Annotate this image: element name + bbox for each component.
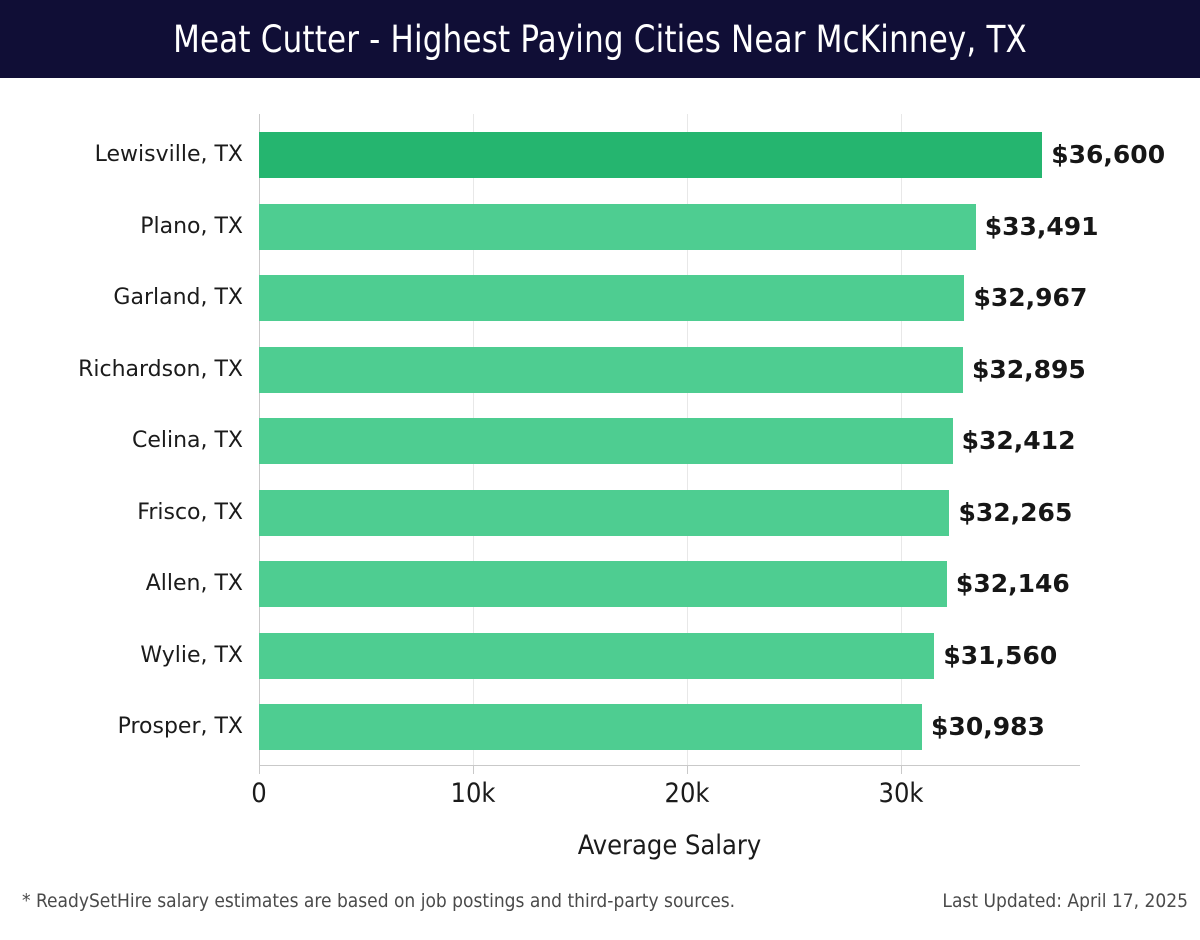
category-label: Garland, TX xyxy=(113,285,243,310)
bar-value-label: $36,600 xyxy=(1051,140,1166,169)
x-tick-label: 20k xyxy=(664,778,710,809)
category-label: Allen, TX xyxy=(145,571,243,596)
bar-row: Frisco, TX $32,265 xyxy=(0,489,1200,536)
x-axis-title: Average Salary xyxy=(577,830,762,861)
bar[interactable] xyxy=(259,418,953,464)
bar-row: Lewisville, TX $36,600 xyxy=(0,132,1200,178)
category-label: Plano, TX xyxy=(140,213,243,239)
bar-rows: Lewisville, TX $36,600 Plano, TX $33,491 Gar… xyxy=(0,78,1200,940)
category-label: Wylie, TX xyxy=(140,642,243,668)
category-label: Lewisville, TX xyxy=(94,142,243,167)
x-tick-label: 0 xyxy=(251,778,267,809)
bar-row: Richardson, TX $32,895 xyxy=(0,346,1200,393)
bar[interactable] xyxy=(259,346,963,393)
bar-row: Plano, TX $33,491 xyxy=(0,203,1200,250)
bar[interactable] xyxy=(259,275,965,321)
header-bar: Meat Cutter - Highest Paying Cities Near… xyxy=(0,0,1200,78)
category-label: Frisco, TX xyxy=(137,499,243,525)
bar[interactable] xyxy=(259,489,950,536)
bar-value-label: $33,491 xyxy=(984,211,1099,241)
bar-row: Garland, TX $32,967 xyxy=(0,275,1200,321)
bar-row: Wylie, TX $31,560 xyxy=(0,632,1200,679)
bar-value-label: $32,265 xyxy=(958,497,1073,527)
bar[interactable] xyxy=(259,203,976,250)
bar[interactable] xyxy=(259,632,935,679)
bar-row: Prosper, TX $30,983 xyxy=(0,704,1200,750)
x-tick-label: 10k xyxy=(450,778,496,809)
page-title: Meat Cutter - Highest Paying Cities Near… xyxy=(173,17,1027,61)
bar-value-label: $32,412 xyxy=(961,426,1076,455)
footer-last-updated: Last Updated: April 17, 2025 xyxy=(942,890,1188,912)
bar-value-label: $31,560 xyxy=(943,640,1058,670)
category-label: Richardson, TX xyxy=(78,356,243,382)
plot-area: Lewisville, TX $36,600 Plano, TX $33,491 Gar… xyxy=(0,78,1200,940)
bar[interactable] xyxy=(259,704,923,750)
category-label: Prosper, TX xyxy=(117,714,243,739)
bar-value-label: $32,146 xyxy=(955,569,1070,598)
bar-value-label: $32,895 xyxy=(971,354,1086,384)
bar[interactable] xyxy=(259,132,1043,178)
x-tick-label: 30k xyxy=(878,778,924,809)
bar[interactable] xyxy=(259,561,947,607)
bar-value-label: $32,967 xyxy=(973,283,1088,312)
bar-row: Celina, TX $32,412 xyxy=(0,418,1200,464)
footer: * ReadySetHire salary estimates are base… xyxy=(0,890,1200,940)
footer-disclaimer: * ReadySetHire salary estimates are base… xyxy=(22,890,736,912)
bar-row: Allen, TX $32,146 xyxy=(0,561,1200,607)
category-label: Celina, TX xyxy=(131,428,243,453)
bar-value-label: $30,983 xyxy=(931,712,1045,741)
